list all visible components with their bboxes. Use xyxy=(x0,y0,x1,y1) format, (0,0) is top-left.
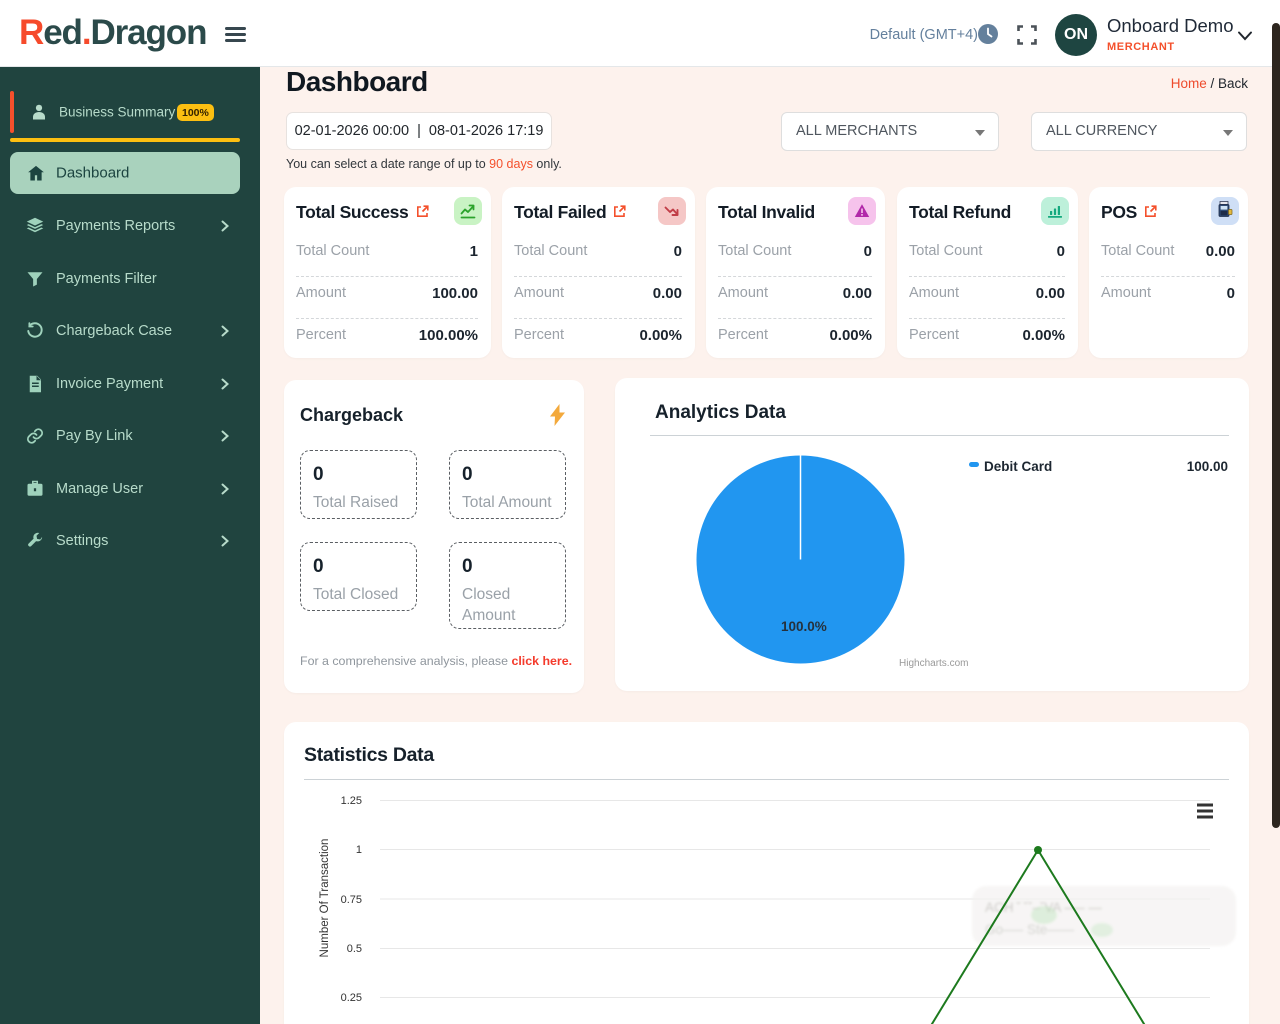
svg-text:1: 1 xyxy=(356,844,362,856)
svg-text:0.75: 0.75 xyxy=(341,894,362,906)
svg-text:0.5: 0.5 xyxy=(347,943,362,955)
svg-text:0.25: 0.25 xyxy=(341,992,362,1004)
svg-text:Go⎯⎯⎯ Ste⎯⎯⎯⎯: Go⎯⎯⎯ Ste⎯⎯⎯⎯ xyxy=(985,922,1075,937)
svg-text:1.25: 1.25 xyxy=(341,795,362,807)
svg-text:Number Of Transaction: Number Of Transaction xyxy=(319,839,331,958)
